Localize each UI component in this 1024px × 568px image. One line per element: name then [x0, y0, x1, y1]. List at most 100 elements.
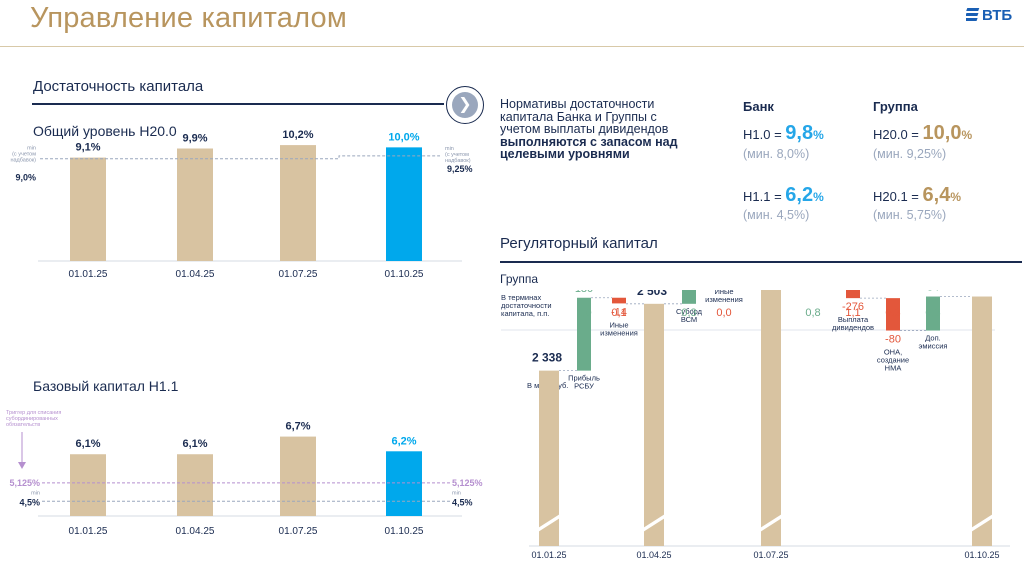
chart1-title: Общий уровень Н20.0 [33, 123, 177, 139]
delta-name-9-2: НМА [885, 364, 902, 373]
ratio-8: 1,1 [845, 307, 860, 319]
metric-h200-min: (мин. 9,25%) [873, 147, 947, 161]
chart-h11: Триггер для списаниясубординированныхобя… [6, 410, 483, 537]
min-note-left-2: надбавок) [10, 158, 36, 164]
x-tick-2: 01.07.25 [753, 550, 788, 560]
min-note-right-2: надбавок) [445, 158, 471, 164]
ratio-9: 0,3 [885, 307, 900, 319]
ratio-5: 0,0 [716, 307, 731, 319]
ratio-10: 0,3 [925, 307, 940, 319]
ratio-1: 1,0 [576, 307, 591, 319]
metric-h11-min: (мин. 4,5%) [743, 208, 810, 222]
delta-bar-10 [926, 296, 940, 331]
logo-text: ВТБ [982, 7, 1013, 24]
bar-label-0: 6,1% [75, 438, 100, 450]
x-tick-2: 01.07.25 [279, 526, 318, 537]
metric-h11-pct: % [813, 190, 824, 204]
group-header: Группа [873, 99, 918, 114]
x-tick-1: 01.04.25 [636, 550, 671, 560]
next-button[interactable]: ❯ [446, 86, 484, 124]
trigger-note-2: обязательств [6, 422, 40, 428]
metric-h200: Н20.0 = 10,0% [873, 122, 972, 145]
delta-bar-1 [577, 297, 591, 371]
bar-label-2: 10,2% [282, 130, 313, 141]
ratio-4: 0,3 [681, 307, 696, 319]
bar-label-1: 9,9% [182, 133, 207, 145]
delta-label-9: -80 [885, 334, 901, 346]
total-bar-0 [539, 370, 559, 546]
bar-label-3: 10,0% [388, 131, 419, 143]
page-title: Управление капиталом [30, 2, 348, 34]
bar-1 [177, 454, 213, 516]
min-label-right: 9,25% [447, 164, 473, 174]
vtb-logo-icon [966, 8, 980, 21]
bar-label-0: 9,1% [75, 142, 100, 154]
metric-h10-value: 9,8 [785, 122, 814, 144]
metric-h10: Н1.0 = 9,8% [743, 122, 824, 145]
bar-0 [70, 454, 106, 516]
metric-h201-pct: % [950, 190, 961, 204]
statement-text: Нормативы достаточности капитала Банка и… [500, 97, 669, 136]
total-bar-6 [761, 290, 781, 546]
delta-name-8-0: Выплата [838, 315, 869, 324]
x-tick-1: 01.04.25 [176, 526, 215, 537]
total-label-0: 2 338 [532, 351, 562, 365]
x-tick-0: 01.01.25 [531, 550, 566, 560]
axis-break-11 [971, 514, 993, 532]
total-bar-3 [644, 303, 664, 546]
delta-name-1-1: РСБУ [574, 382, 594, 391]
bar-3 [386, 451, 422, 516]
metric-h201: Н20.1 = 6,4% [873, 184, 961, 207]
vtb-logo: ВТБ [966, 4, 1020, 24]
delta-name-2-1: изменения [600, 328, 638, 337]
reg-capital-divider [500, 261, 1022, 263]
bar-label-2: 6,7% [285, 421, 310, 433]
delta-name-5-0: Иные [714, 290, 733, 296]
delta-bar-8 [846, 290, 860, 299]
bar-3 [386, 147, 422, 261]
ratio-7: 0,8 [805, 307, 820, 319]
trigger-label-right: 5,125% [452, 478, 483, 488]
group-label: Группа [500, 272, 539, 286]
metric-h10-label: Н1.0 = [743, 127, 786, 142]
delta-name-1-0: Прибыль [568, 374, 600, 383]
delta-label-8: -276 [842, 301, 864, 313]
x-tick-0: 01.01.25 [69, 269, 108, 280]
chart-h20: 9,1% 01.01.25 9,9% 01.04.25 10,2% 01.07.25 10,… [10, 130, 473, 280]
delta-bar-4 [682, 290, 696, 304]
metric-h11-label: Н1.1 = [743, 189, 786, 204]
x-tick-2: 01.07.25 [279, 269, 318, 280]
delta-bar-9 [886, 298, 900, 331]
min-note-left-0: min [27, 146, 36, 152]
metric-h10-pct: % [813, 128, 824, 142]
metric-h200-value: 10,0 [922, 122, 962, 144]
delta-name-9-1: создание [877, 356, 909, 365]
metric-h11-value: 6,2 [785, 184, 814, 206]
x-tick-3: 01.10.25 [385, 269, 424, 280]
metric-h200-pct: % [961, 128, 973, 142]
delta-name-10-1: эмиссия [919, 342, 948, 351]
section-divider [32, 103, 444, 105]
trigger-label-left: 5,125% [9, 478, 40, 488]
delta-name-5-1: изменения [705, 295, 743, 304]
min-label-left: 4,5% [19, 497, 40, 507]
delta-label-2: -14 [611, 306, 627, 318]
trigger-note-0: Триггер для списания [6, 410, 61, 416]
x-tick-3: 01.10.25 [964, 550, 999, 560]
total-label-11: 2 521 [965, 290, 995, 291]
ratio-row-label-2: капитала, п.п. [501, 309, 549, 318]
bank-header: Банк [743, 99, 774, 114]
ratio-2: 0,1 [611, 307, 626, 319]
delta-name-10-0: Доп. [925, 334, 940, 343]
delta-label-1: 180 [575, 290, 593, 295]
bar-0 [70, 157, 106, 261]
x-tick-3: 01.10.25 [385, 526, 424, 537]
header-divider [0, 46, 1024, 47]
delta-name-4-1: ВСМ [681, 315, 697, 324]
delta-name-9-0: ОНА, [884, 348, 902, 357]
chevron-right-icon: ❯ [452, 92, 478, 118]
delta-bar-2 [612, 297, 626, 304]
axis-break-6 [760, 514, 782, 532]
bar-2 [280, 436, 316, 516]
